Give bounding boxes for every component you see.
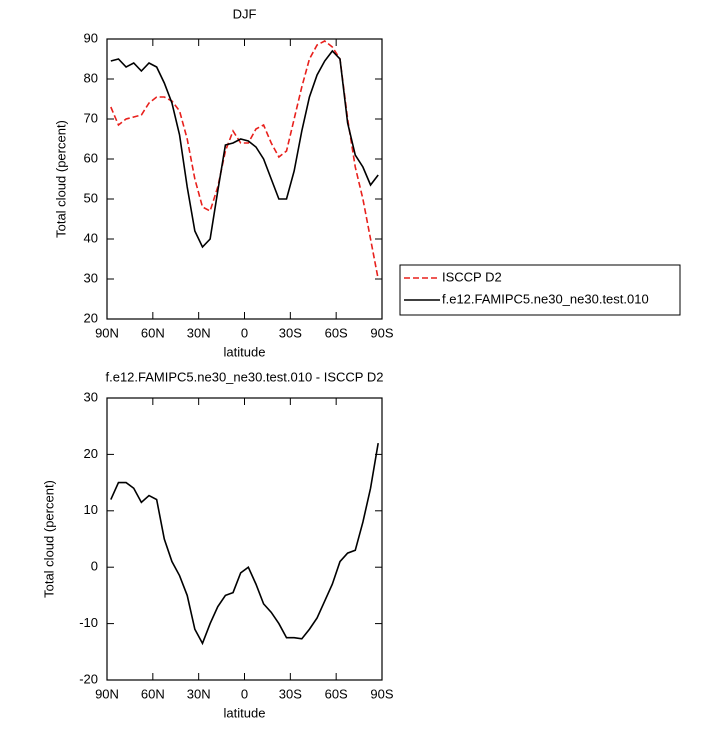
y-tick-label: 20: [84, 310, 98, 325]
x-axis-label: latitude: [224, 344, 266, 359]
y-tick-label: 30: [84, 389, 98, 404]
y-tick-label: -20: [79, 671, 98, 686]
x-tick-label: 30S: [279, 686, 302, 701]
data-line: [110, 49, 379, 249]
x-tick-label: 30N: [187, 325, 211, 340]
x-tick-label: 0: [241, 686, 248, 701]
x-tick-label: 60N: [141, 325, 165, 340]
y-tick-label: 90: [84, 30, 98, 45]
y-axis-label: Total cloud (percent): [53, 120, 68, 238]
y-tick-label: 70: [84, 110, 98, 125]
plot-frame: [106, 397, 383, 681]
data-line: [110, 40, 379, 280]
x-tick-label: 90S: [370, 686, 393, 701]
chart-title: DJF: [233, 6, 257, 21]
y-tick-label: 10: [84, 502, 98, 517]
legend-label: ISCCP D2: [442, 269, 502, 284]
data-line: [110, 442, 379, 646]
y-tick-label: 60: [84, 150, 98, 165]
y-tick-label: -10: [79, 615, 98, 630]
y-tick-label: 80: [84, 70, 98, 85]
x-axis-label: latitude: [224, 705, 266, 720]
x-tick-label: 90N: [95, 686, 119, 701]
x-tick-label: 60S: [325, 325, 348, 340]
x-tick-label: 60S: [325, 686, 348, 701]
y-tick-label: 40: [84, 230, 98, 245]
y-tick-label: 50: [84, 190, 98, 205]
x-tick-label: 30S: [279, 325, 302, 340]
x-tick-label: 90S: [370, 325, 393, 340]
y-tick-label: 0: [91, 559, 98, 574]
y-tick-label: 20: [84, 446, 98, 461]
x-tick-label: 0: [241, 325, 248, 340]
chart-title: f.e12.FAMIPC5.ne30_ne30.test.010 - ISCCP…: [106, 369, 384, 384]
y-tick-label: 30: [84, 270, 98, 285]
y-axis-label: Total cloud (percent): [41, 480, 56, 598]
plot-frame: [106, 38, 383, 320]
legend-box: [399, 264, 681, 316]
x-tick-label: 60N: [141, 686, 165, 701]
legend-label: f.e12.FAMIPC5.ne30_ne30.test.010: [442, 291, 649, 306]
x-tick-label: 90N: [95, 325, 119, 340]
x-tick-label: 30N: [187, 686, 211, 701]
